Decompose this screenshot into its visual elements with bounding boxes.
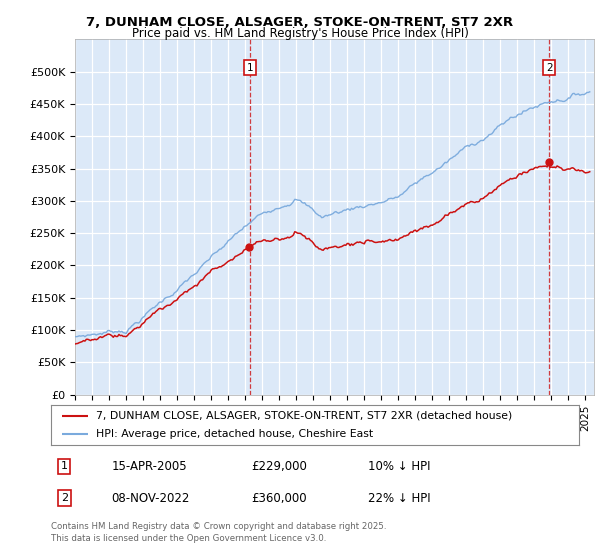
Text: 7, DUNHAM CLOSE, ALSAGER, STOKE-ON-TRENT, ST7 2XR (detached house): 7, DUNHAM CLOSE, ALSAGER, STOKE-ON-TRENT… bbox=[96, 411, 512, 421]
Text: 7, DUNHAM CLOSE, ALSAGER, STOKE-ON-TRENT, ST7 2XR: 7, DUNHAM CLOSE, ALSAGER, STOKE-ON-TRENT… bbox=[86, 16, 514, 29]
Text: 1: 1 bbox=[247, 63, 253, 73]
Text: 2: 2 bbox=[61, 493, 68, 503]
Text: 22% ↓ HPI: 22% ↓ HPI bbox=[368, 492, 430, 505]
Text: 08-NOV-2022: 08-NOV-2022 bbox=[112, 492, 190, 505]
Text: HPI: Average price, detached house, Cheshire East: HPI: Average price, detached house, Ches… bbox=[96, 430, 373, 439]
Text: 2: 2 bbox=[546, 63, 553, 73]
Text: 15-APR-2005: 15-APR-2005 bbox=[112, 460, 187, 473]
Text: 10% ↓ HPI: 10% ↓ HPI bbox=[368, 460, 430, 473]
Text: 1: 1 bbox=[61, 461, 68, 472]
Text: £360,000: £360,000 bbox=[251, 492, 307, 505]
Text: £229,000: £229,000 bbox=[251, 460, 308, 473]
Text: Contains HM Land Registry data © Crown copyright and database right 2025.
This d: Contains HM Land Registry data © Crown c… bbox=[51, 522, 386, 543]
Text: Price paid vs. HM Land Registry's House Price Index (HPI): Price paid vs. HM Land Registry's House … bbox=[131, 27, 469, 40]
